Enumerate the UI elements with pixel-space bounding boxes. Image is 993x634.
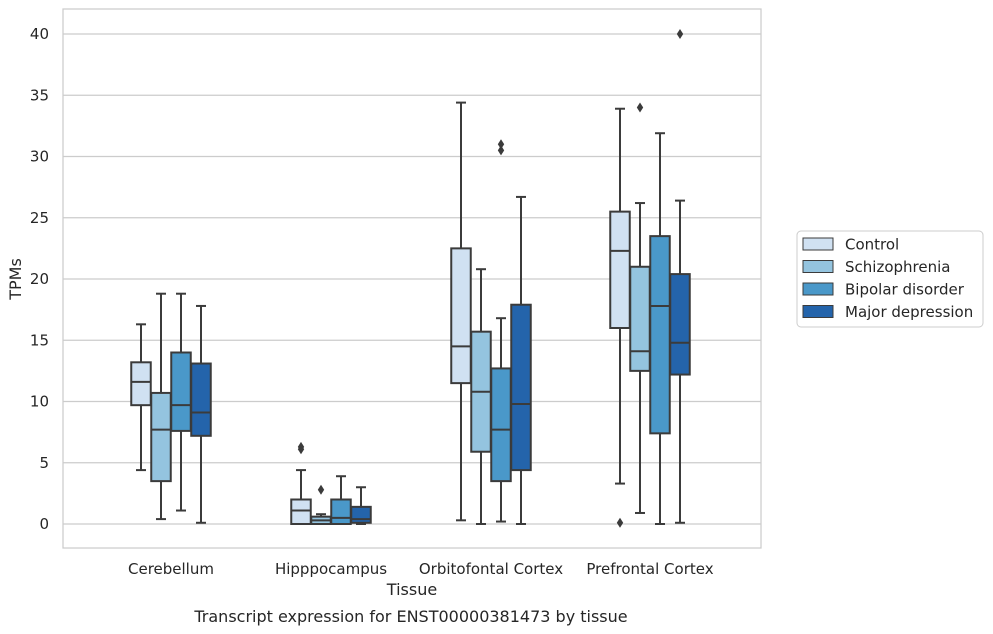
box	[629, 102, 651, 514]
y-tick-label: 15	[30, 331, 49, 349]
legend-swatch	[802, 282, 834, 296]
box-iqr	[150, 391, 172, 483]
legend-label: Major depression	[845, 303, 973, 321]
box-iqr	[490, 367, 512, 483]
box	[290, 441, 312, 525]
box	[170, 292, 192, 512]
outlier-point	[636, 102, 644, 113]
legend-label: Control	[845, 236, 899, 254]
box-iqr	[450, 247, 472, 385]
box	[330, 475, 352, 525]
y-tick-labels: 0 5 10 15 20 25 30 35 40	[30, 25, 49, 533]
legend-label: Schizophrenia	[845, 258, 950, 276]
box-iqr	[649, 235, 671, 435]
outlier-point	[317, 484, 325, 495]
outlier-point	[616, 517, 624, 528]
box-iqr	[290, 498, 312, 525]
x-tick-label: Cerebellum	[128, 560, 214, 578]
legend-swatch	[802, 260, 834, 273]
series-schizophrenia	[150, 102, 651, 526]
box-iqr	[510, 303, 532, 472]
chart-caption: Transcript expression for ENST0000038147…	[193, 607, 627, 626]
y-tick-label: 10	[30, 393, 49, 411]
box-iqr	[170, 351, 192, 432]
legend: Control Schizophrenia Bipolar disorder Majo…	[796, 230, 984, 328]
box-iqr	[190, 362, 212, 437]
box-iqr	[669, 273, 691, 376]
y-tick-label: 35	[30, 86, 49, 104]
box	[350, 486, 372, 525]
box-iqr	[629, 265, 651, 372]
legend-swatch	[802, 305, 834, 318]
x-tick-label: Prefrontal Cortex	[586, 560, 713, 578]
x-tick-label: Orbitofontal Cortex	[419, 560, 563, 578]
y-tick-label: 25	[30, 209, 49, 227]
box	[150, 292, 172, 521]
box	[669, 29, 691, 524]
box	[190, 304, 212, 524]
y-tick-label: 40	[30, 25, 49, 43]
x-tick-labels: Cerebellum Hipppocampus Orbitofontal Corte…	[128, 560, 714, 578]
box	[450, 101, 472, 522]
box	[609, 107, 631, 528]
legend-label: Bipolar disorder	[845, 281, 965, 299]
box-iqr	[609, 210, 631, 329]
legend-swatch	[802, 237, 834, 251]
box	[470, 268, 492, 525]
series-bipolar-disorder	[170, 132, 671, 525]
outlier-point	[497, 145, 505, 156]
y-tick-label: 20	[30, 270, 49, 288]
series-control	[130, 101, 631, 528]
y-tick-label: 30	[30, 148, 49, 166]
series-major-depression	[190, 29, 691, 525]
box-iqr	[130, 361, 152, 407]
legend-items: Control Schizophrenia Bipolar disorder Majo…	[802, 236, 973, 321]
box	[130, 323, 152, 472]
box-iqr	[330, 498, 352, 525]
y-axis-label: TPMs	[6, 258, 25, 301]
x-axis-label: Tissue	[386, 580, 437, 599]
box	[510, 195, 532, 525]
box-iqr	[350, 505, 372, 524]
outlier-point	[497, 139, 505, 150]
x-tick-label: Hipppocampus	[275, 560, 387, 578]
legend-frame	[796, 230, 984, 328]
outlier-point	[676, 29, 684, 39]
plot-frame	[62, 8, 762, 549]
outlier-point	[297, 441, 305, 452]
box-series-group	[130, 29, 691, 528]
y-tick-label: 0	[39, 515, 49, 533]
y-tick-label: 5	[39, 454, 49, 472]
